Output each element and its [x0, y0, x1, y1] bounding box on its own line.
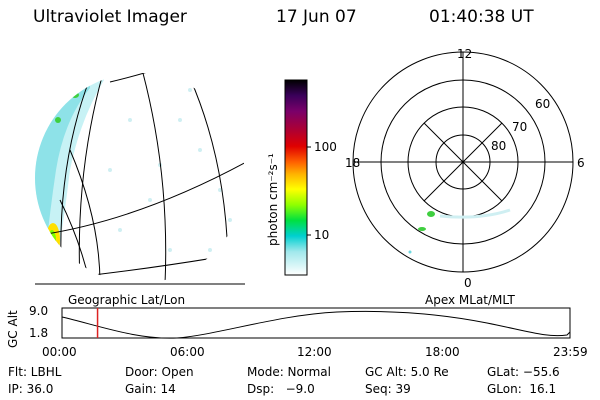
info-door: Door: Open	[125, 365, 194, 379]
alt-xtick-0000: 00:00	[42, 345, 77, 359]
info-dsp: Dsp: −9.0	[247, 382, 315, 396]
info-gc-alt: GC Alt: 5.0 Re	[365, 365, 449, 379]
info-ip: IP: 36.0	[8, 382, 54, 396]
altitude-plot	[61, 307, 571, 339]
geographic-caption: Geographic Lat/Lon	[68, 293, 186, 307]
time-label: 01:40:38 UT	[429, 7, 534, 27]
mlt-label-0: 0	[464, 276, 472, 290]
alt-xtick-1800: 18:00	[425, 345, 460, 359]
mlt-label-12: 12	[457, 47, 473, 61]
mlat-label-80: 80	[491, 139, 507, 153]
alt-xtick-2359: 23:59	[553, 345, 588, 359]
info-gain: Gain: 14	[125, 382, 176, 396]
alt-xtick-1200: 12:00	[297, 345, 332, 359]
date-label: 17 Jun 07	[276, 7, 357, 27]
info-mode: Mode: Normal	[247, 365, 331, 379]
info-glat: GLat: −55.6	[487, 365, 560, 379]
alt-ytick-9: 9.0	[29, 304, 49, 318]
info-flt: Flt: LBHL	[8, 365, 62, 379]
colorbar	[284, 79, 311, 276]
alt-ylabel: GC Alt	[6, 310, 20, 348]
app-title: Ultraviolet Imager	[33, 7, 187, 27]
alt-xtick-0600: 06:00	[170, 345, 205, 359]
polar-mlt-plot	[352, 51, 574, 273]
info-seq: Seq: 39	[365, 382, 411, 396]
colorbar-tick-100: 100	[314, 140, 337, 154]
colorbar-label: photon cm⁻²s⁻¹	[266, 153, 280, 246]
mlt-label-18: 18	[345, 156, 361, 170]
mlat-label-60: 60	[535, 97, 551, 111]
apex-caption: Apex MLat/MLT	[425, 293, 515, 307]
alt-ytick-1-8: 1.8	[29, 326, 49, 340]
colorbar-tick-10: 10	[314, 228, 330, 242]
info-glon: GLon: 16.1	[487, 382, 557, 396]
mlat-label-70: 70	[512, 120, 528, 134]
mlt-label-6: 6	[577, 156, 585, 170]
